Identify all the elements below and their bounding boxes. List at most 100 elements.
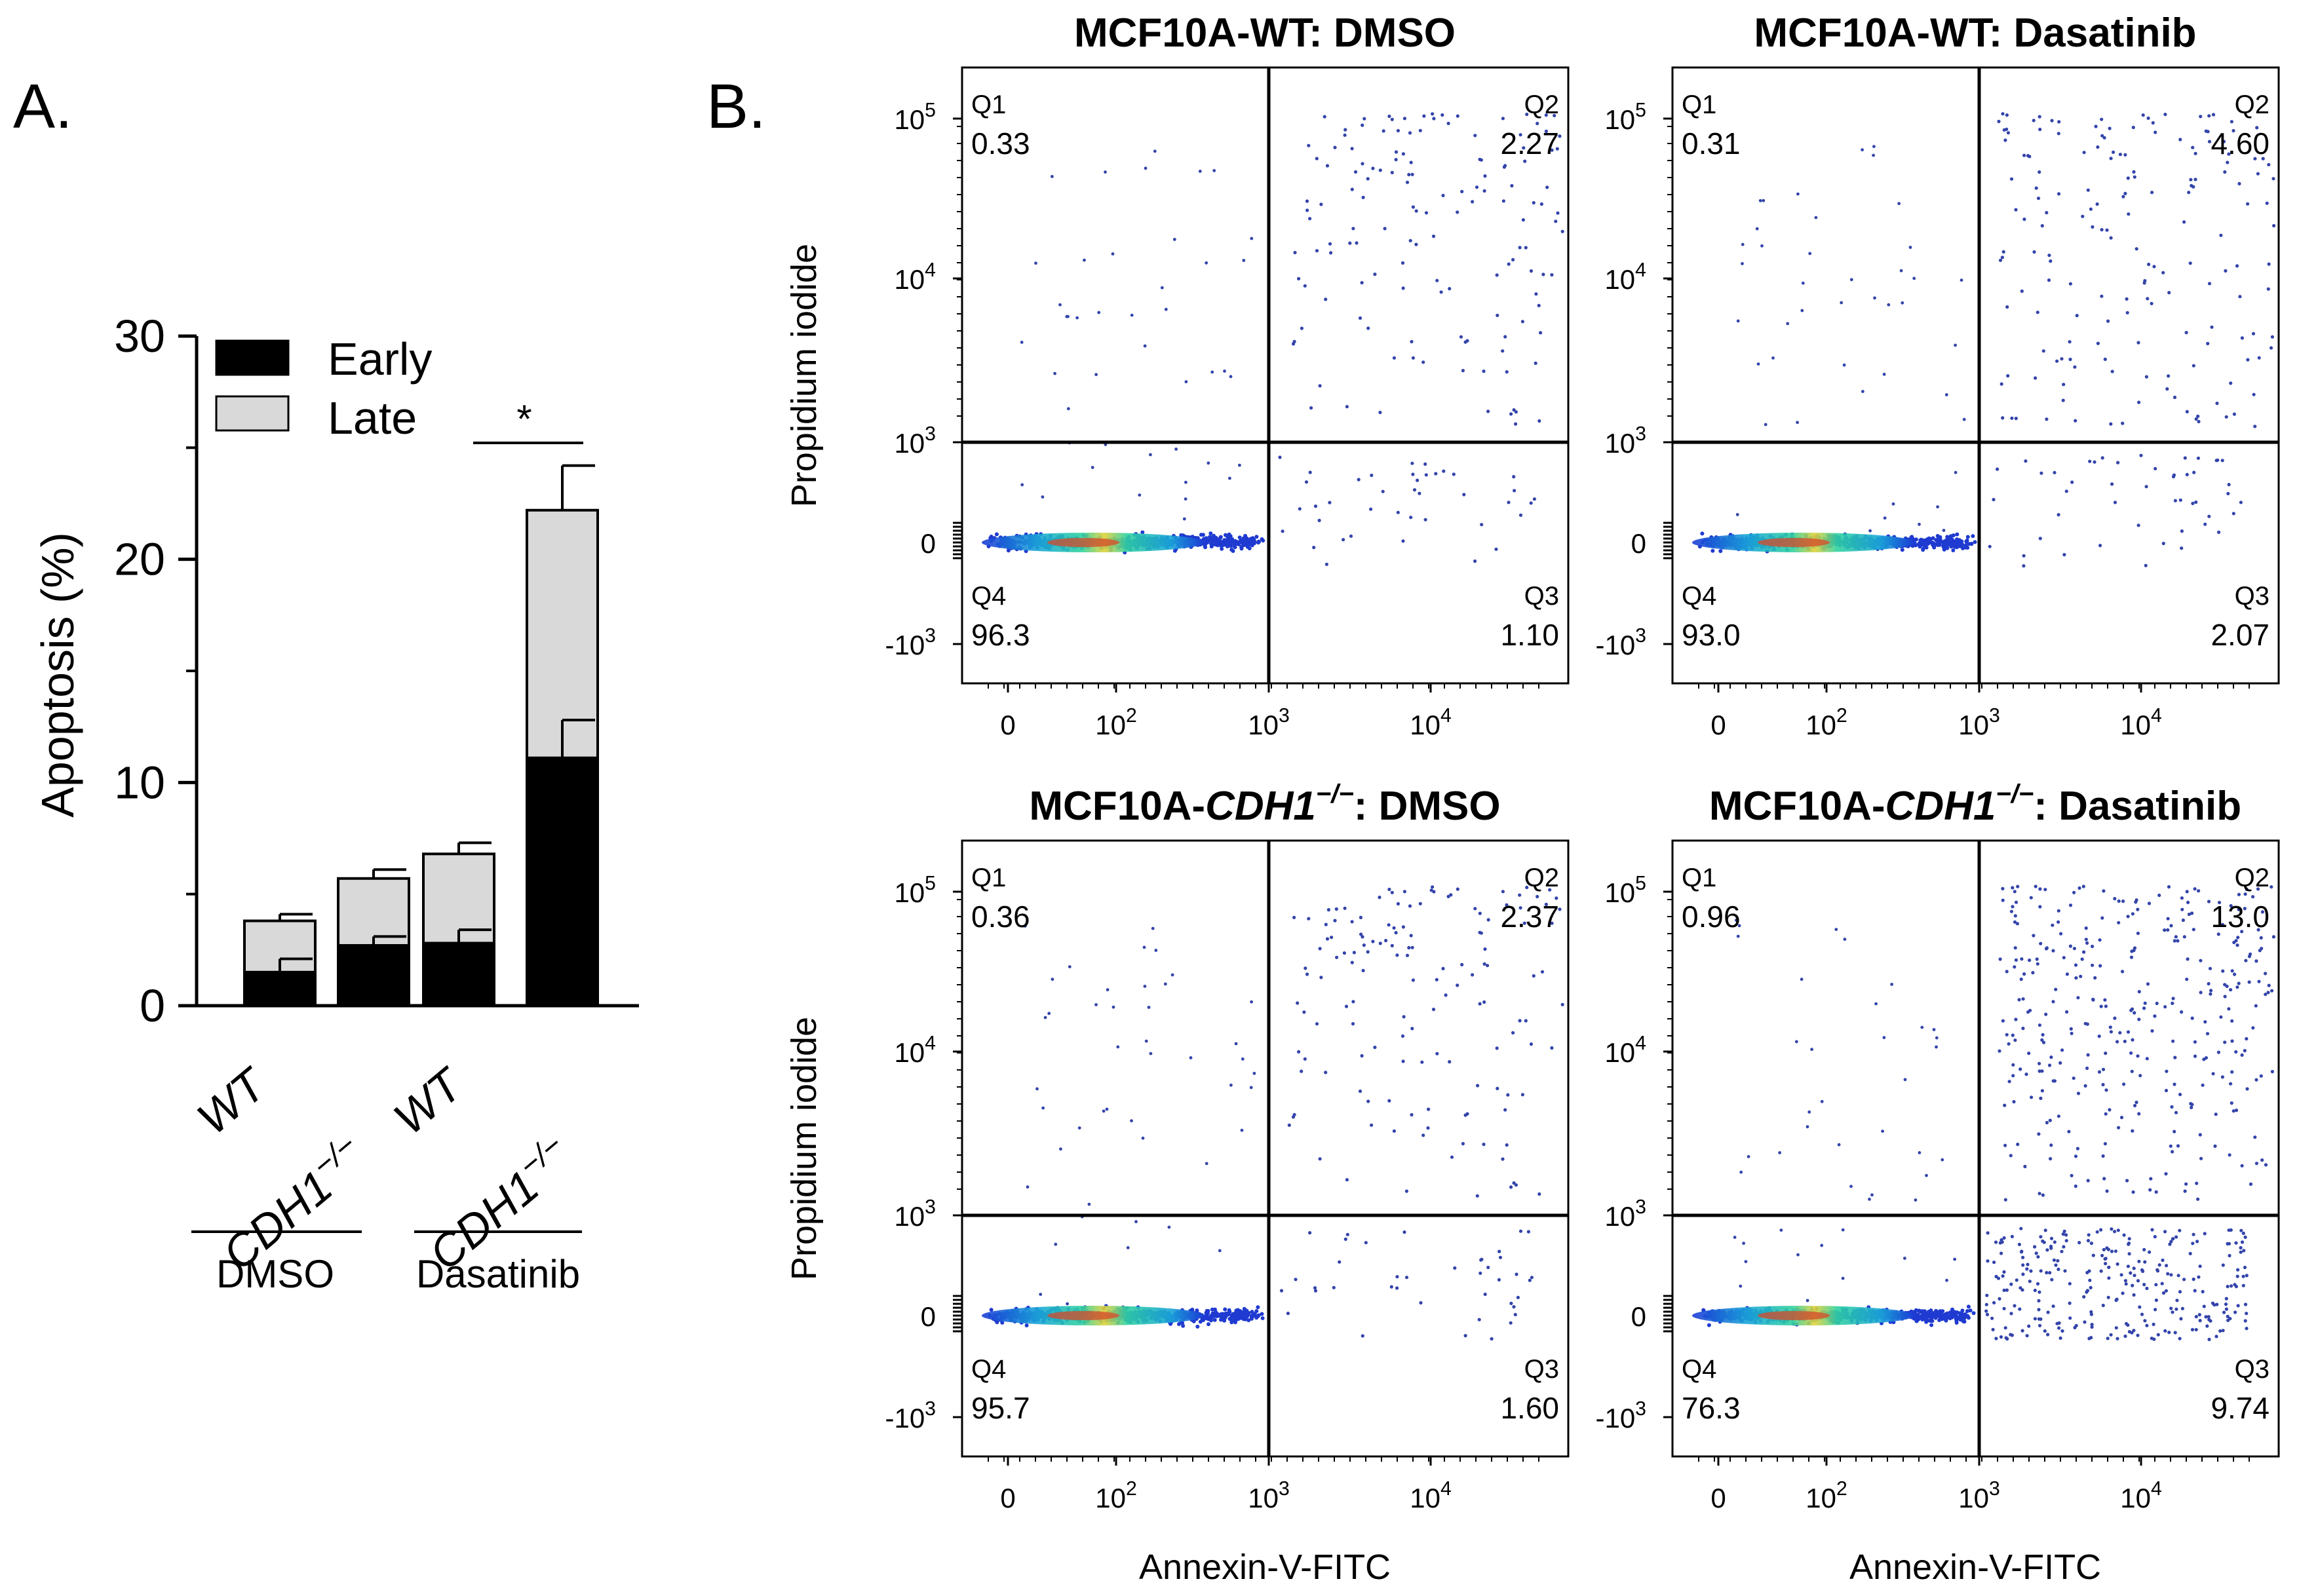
- quadrant-name: Q3: [2235, 1355, 2270, 1384]
- event-dot: [1509, 412, 1513, 416]
- event-dot: [2064, 1239, 2068, 1243]
- event-dot: [1390, 117, 1394, 121]
- event-dot: [1456, 114, 1459, 118]
- event-dot: [1456, 887, 1459, 891]
- event-dot: [1143, 985, 1147, 988]
- event-dot: [1998, 1049, 2001, 1053]
- event-dot: [2072, 890, 2076, 894]
- event-dot: [1307, 143, 1311, 147]
- event-dot: [1762, 199, 1766, 202]
- event-dot: [2055, 1321, 2059, 1325]
- event-dot: [1297, 276, 1301, 280]
- event-dot: [1550, 273, 1554, 277]
- event-dot: [1308, 1231, 1312, 1235]
- event-dot: [2107, 1265, 2111, 1269]
- event-dot: [2072, 1076, 2076, 1080]
- event-dot: [1287, 1123, 1291, 1127]
- event-dot: [2002, 1236, 2006, 1240]
- event-dot: [1988, 544, 1992, 548]
- event-dot: [2257, 979, 2261, 983]
- event-dot: [1174, 447, 1178, 451]
- event-dot: [2213, 1144, 2217, 1148]
- event-dot: [2049, 1055, 2053, 1059]
- event-dot: [2226, 1285, 2230, 1289]
- event-dot: [1163, 982, 1167, 986]
- event-dot: [2115, 1337, 2119, 1340]
- event-dot: [2216, 932, 2220, 936]
- event-dot: [2000, 256, 2004, 259]
- event-dot: [2129, 1051, 2133, 1055]
- event-dot: [2253, 425, 2257, 428]
- event-dot: [2010, 416, 2014, 420]
- event-dot: [2074, 963, 2078, 967]
- event-dot: [2233, 1283, 2237, 1287]
- event-dot: [1718, 549, 1723, 554]
- quadrant-name: Q4: [1682, 582, 1716, 611]
- event-dot: [1536, 894, 1539, 899]
- event-dot: [2194, 500, 2198, 504]
- event-dot: [2136, 931, 2140, 936]
- event-dot: [1486, 918, 1490, 922]
- event-dot: [1059, 1147, 1062, 1151]
- event-dot: [2196, 414, 2200, 419]
- event-dot: [2178, 1092, 2182, 1097]
- event-dot: [1994, 1240, 1998, 1244]
- quadrant-value: 76.3: [1682, 1391, 1741, 1425]
- event-dot: [2133, 1011, 2136, 1015]
- event-dot: [1304, 480, 1309, 484]
- quadrant-value: 4.60: [2211, 126, 2270, 161]
- event-dot: [2261, 157, 2265, 161]
- x-tick-label: 102: [1095, 705, 1137, 740]
- event-dot: [2184, 1182, 2188, 1186]
- event-dot: [1228, 534, 1233, 539]
- event-dot: [1223, 1307, 1227, 1312]
- event-dot: [1423, 518, 1427, 522]
- event-dot: [1986, 1259, 1990, 1263]
- event-dot: [1414, 209, 1418, 213]
- x-tick-label: 103: [1958, 705, 2000, 740]
- event-dot: [1252, 541, 1256, 546]
- event-dot: [2126, 915, 2130, 919]
- event-dot: [2131, 1283, 2134, 1287]
- event-dot: [2232, 940, 2236, 945]
- event-dot: [1343, 906, 1347, 910]
- quadrant-name: Q3: [1524, 1355, 1559, 1384]
- event-dot: [2122, 1233, 2126, 1237]
- event-dot: [2223, 983, 2227, 987]
- event-dot: [1918, 1316, 1923, 1320]
- event-dot: [2207, 140, 2212, 143]
- event-dot: [1350, 960, 1354, 964]
- event-dot: [1495, 1046, 1499, 1050]
- event-dot: [2207, 282, 2212, 286]
- event-dot: [2142, 281, 2146, 285]
- event-dot: [1232, 1318, 1237, 1322]
- event-dot: [2167, 374, 2171, 378]
- event-dot: [2001, 250, 2005, 254]
- event-dot: [1315, 1022, 1319, 1026]
- y-tick-label: 30: [114, 311, 165, 362]
- event-dot: [2239, 501, 2243, 504]
- event-dot: [1409, 516, 1413, 520]
- event-dot: [2237, 907, 2241, 911]
- event-dot: [1324, 562, 1328, 566]
- event-dot: [2038, 127, 2042, 132]
- event-dot: [2219, 1015, 2223, 1019]
- event-dot: [1741, 242, 1745, 246]
- event-dot: [1401, 539, 1405, 543]
- event-dot: [2226, 1242, 2230, 1245]
- event-dot: [1518, 246, 1522, 250]
- event-dot: [1389, 1285, 1393, 1289]
- event-dot: [2065, 1010, 2069, 1014]
- event-dot: [1861, 390, 1864, 393]
- event-dot: [2154, 1283, 2158, 1287]
- event-dot: [2062, 956, 2066, 960]
- y-tick-label: 10: [114, 757, 165, 808]
- event-dot: [2203, 522, 2207, 526]
- event-dot: [1395, 1286, 1399, 1290]
- event-dot: [1180, 1321, 1185, 1325]
- event-dot: [1278, 455, 1282, 459]
- event-dot: [1505, 370, 1509, 374]
- event-dot: [2103, 357, 2107, 362]
- event-dot: [2125, 311, 2129, 314]
- event-dot: [1130, 1119, 1133, 1123]
